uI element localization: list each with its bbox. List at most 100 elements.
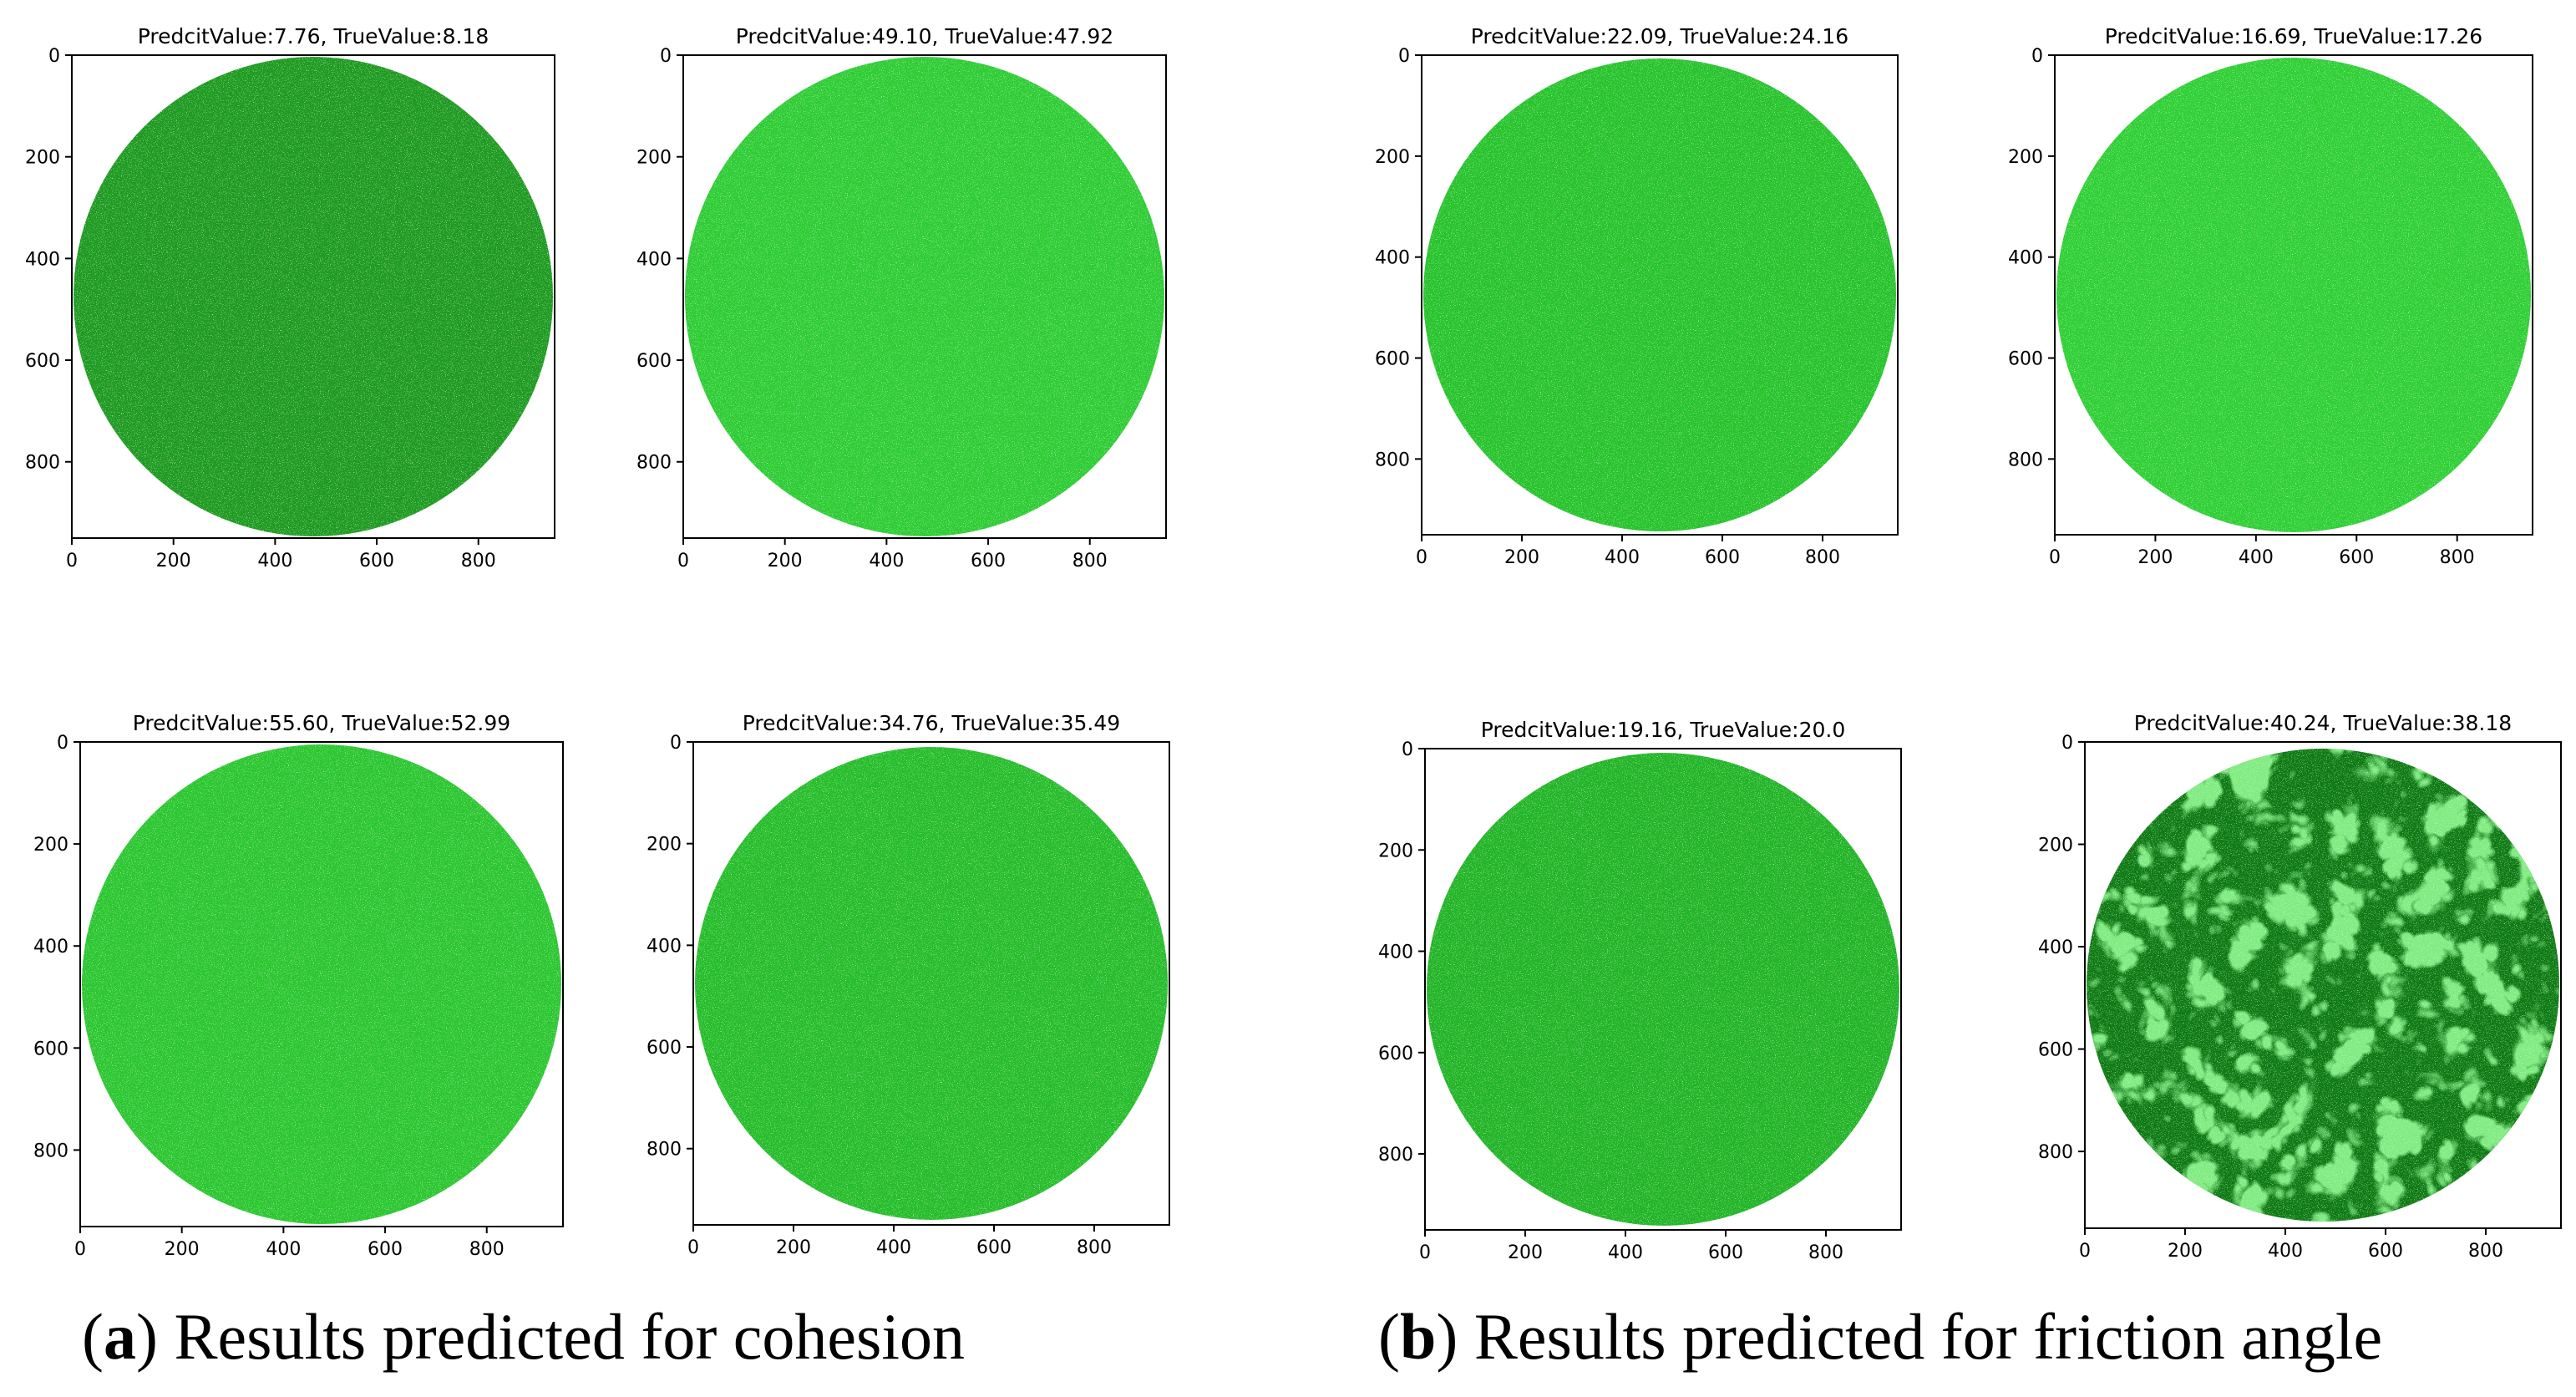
y-tick-label: 400 (1378, 942, 1413, 963)
x-tick-label: 800 (2468, 1241, 2503, 1262)
axes-frame (1421, 54, 1899, 536)
x-tick-label: 0 (2079, 1241, 2091, 1262)
y-tick-label: 400 (1375, 248, 1410, 269)
y-tick-label: 800 (1375, 450, 1410, 470)
micrograph-speckle (2087, 749, 2559, 1222)
x-tick-label: 800 (1077, 1237, 1112, 1258)
y-tick-label: 600 (2038, 1040, 2073, 1061)
x-tick-label: 600 (1708, 1242, 1743, 1263)
y-tick-label: 200 (2008, 147, 2043, 168)
x-tick-label: 400 (1608, 1242, 1643, 1263)
x-tick-label: 200 (156, 551, 191, 572)
x-tick-label: 400 (2268, 1241, 2303, 1262)
caption-b-text: Results predicted for friction angle (1473, 1300, 2383, 1373)
image-panel-6: PredcitValue:34.76, TrueValue:35.49 0 0 200… (647, 711, 1170, 1258)
x-tick-label: 600 (2339, 547, 2374, 568)
axes-frame (682, 54, 1167, 539)
y-tick-label: 400 (33, 937, 68, 958)
x-tick-label: 400 (257, 551, 292, 572)
y-tick-label: 0 (660, 46, 672, 67)
x-tick-label: 200 (1508, 1242, 1543, 1263)
panel-title: PredcitValue:34.76, TrueValue:35.49 (743, 711, 1120, 735)
micrograph-speckle (1427, 753, 1899, 1226)
micrograph-speckle (1423, 58, 1896, 531)
x-tick-label: 0 (687, 1237, 699, 1258)
x-tick-label: 600 (971, 551, 1006, 572)
y-tick-label: 400 (2008, 248, 2043, 269)
caption-b-letter: b (1399, 1300, 1437, 1373)
x-tick-label: 200 (165, 1239, 200, 1260)
y-tick-label: 200 (636, 148, 672, 169)
y-tick-label: 0 (2061, 733, 2073, 754)
panel-title: PredcitValue:7.76, TrueValue:8.18 (138, 24, 489, 48)
x-tick-label: 800 (1805, 547, 1840, 568)
y-tick-label: 600 (33, 1039, 68, 1059)
x-tick-label: 0 (1416, 547, 1427, 568)
caption-b: (b) Results predicted for friction angle (1378, 1300, 2383, 1373)
x-tick-label: 400 (266, 1239, 301, 1260)
panel-title: PredcitValue:49.10, TrueValue:47.92 (736, 24, 1113, 48)
panel-title: PredcitValue:40.24, TrueValue:38.18 (2134, 711, 2512, 735)
panel-title: PredcitValue:22.09, TrueValue:24.16 (1471, 24, 1848, 48)
y-tick-label: 0 (57, 733, 68, 754)
y-tick-label: 600 (647, 1038, 682, 1059)
y-tick-label: 800 (1378, 1145, 1413, 1166)
y-tick-label: 0 (2031, 46, 2043, 67)
axes-frame (71, 54, 555, 539)
y-tick-label: 0 (1402, 739, 1413, 760)
x-tick-label: 800 (1072, 551, 1108, 572)
image-panel-8: PredcitValue:40.24, TrueValue:38.18 0 0 200… (2038, 711, 2562, 1262)
y-tick-label: 200 (2038, 836, 2073, 856)
y-tick-label: 200 (647, 835, 682, 856)
x-tick-label: 0 (677, 551, 689, 572)
micrograph-speckle (2056, 58, 2531, 532)
axes-frame (2054, 54, 2533, 536)
image-panel-1: PredcitValue:7.76, TrueValue:8.18 0 0 200 20… (25, 24, 555, 572)
y-tick-label: 200 (25, 148, 60, 169)
x-tick-label: 800 (461, 551, 496, 572)
x-tick-label: 400 (1605, 547, 1640, 568)
caption-a: (a) Results predicted for cohesion (82, 1300, 966, 1373)
x-tick-label: 600 (368, 1239, 403, 1260)
x-tick-label: 0 (2049, 547, 2061, 568)
x-tick-label: 400 (876, 1237, 911, 1258)
axes-frame (692, 741, 1170, 1226)
caption-a-text: Results predicted for cohesion (174, 1300, 966, 1373)
caption-a-letter: a (103, 1300, 136, 1373)
image-panel-7: PredcitValue:19.16, TrueValue:20.0 0 0 200 2… (1378, 718, 1902, 1263)
image-panel-5: PredcitValue:55.60, TrueValue:52.99 0 0 200… (33, 711, 564, 1260)
y-tick-label: 0 (48, 46, 60, 67)
y-tick-label: 0 (1398, 46, 1410, 67)
x-tick-label: 600 (359, 551, 394, 572)
x-tick-label: 200 (776, 1237, 811, 1258)
y-tick-label: 800 (647, 1140, 682, 1161)
y-tick-label: 0 (670, 733, 682, 754)
micrograph-speckle (74, 57, 553, 536)
axes-frame (2084, 741, 2562, 1229)
y-tick-label: 400 (636, 249, 672, 270)
x-tick-label: 0 (66, 551, 78, 572)
x-tick-label: 600 (976, 1237, 1012, 1258)
x-tick-label: 200 (768, 551, 803, 572)
x-tick-label: 600 (2368, 1241, 2403, 1262)
x-tick-label: 0 (74, 1239, 86, 1260)
y-tick-label: 600 (2008, 349, 2043, 370)
panel-title: PredcitValue:19.16, TrueValue:20.0 (1481, 718, 1846, 742)
axes-frame (79, 741, 564, 1227)
micrograph-speckle (695, 747, 1168, 1220)
panel-title: PredcitValue:16.69, TrueValue:17.26 (2105, 24, 2482, 48)
y-tick-label: 800 (25, 453, 60, 474)
y-tick-label: 600 (1375, 349, 1410, 370)
y-tick-label: 600 (25, 351, 60, 372)
y-tick-label: 800 (2038, 1142, 2073, 1163)
micrograph-speckle (685, 57, 1164, 536)
y-tick-label: 800 (2008, 450, 2043, 470)
image-panel-2: PredcitValue:49.10, TrueValue:47.92 0 0 200… (636, 24, 1167, 572)
x-tick-label: 200 (2168, 1241, 2203, 1262)
x-tick-label: 800 (469, 1239, 505, 1260)
image-panel-4: PredcitValue:16.69, TrueValue:17.26 0 0 200… (2008, 24, 2533, 568)
micrograph-speckle (82, 744, 561, 1224)
y-tick-label: 200 (1375, 147, 1410, 168)
x-tick-label: 200 (1504, 547, 1539, 568)
